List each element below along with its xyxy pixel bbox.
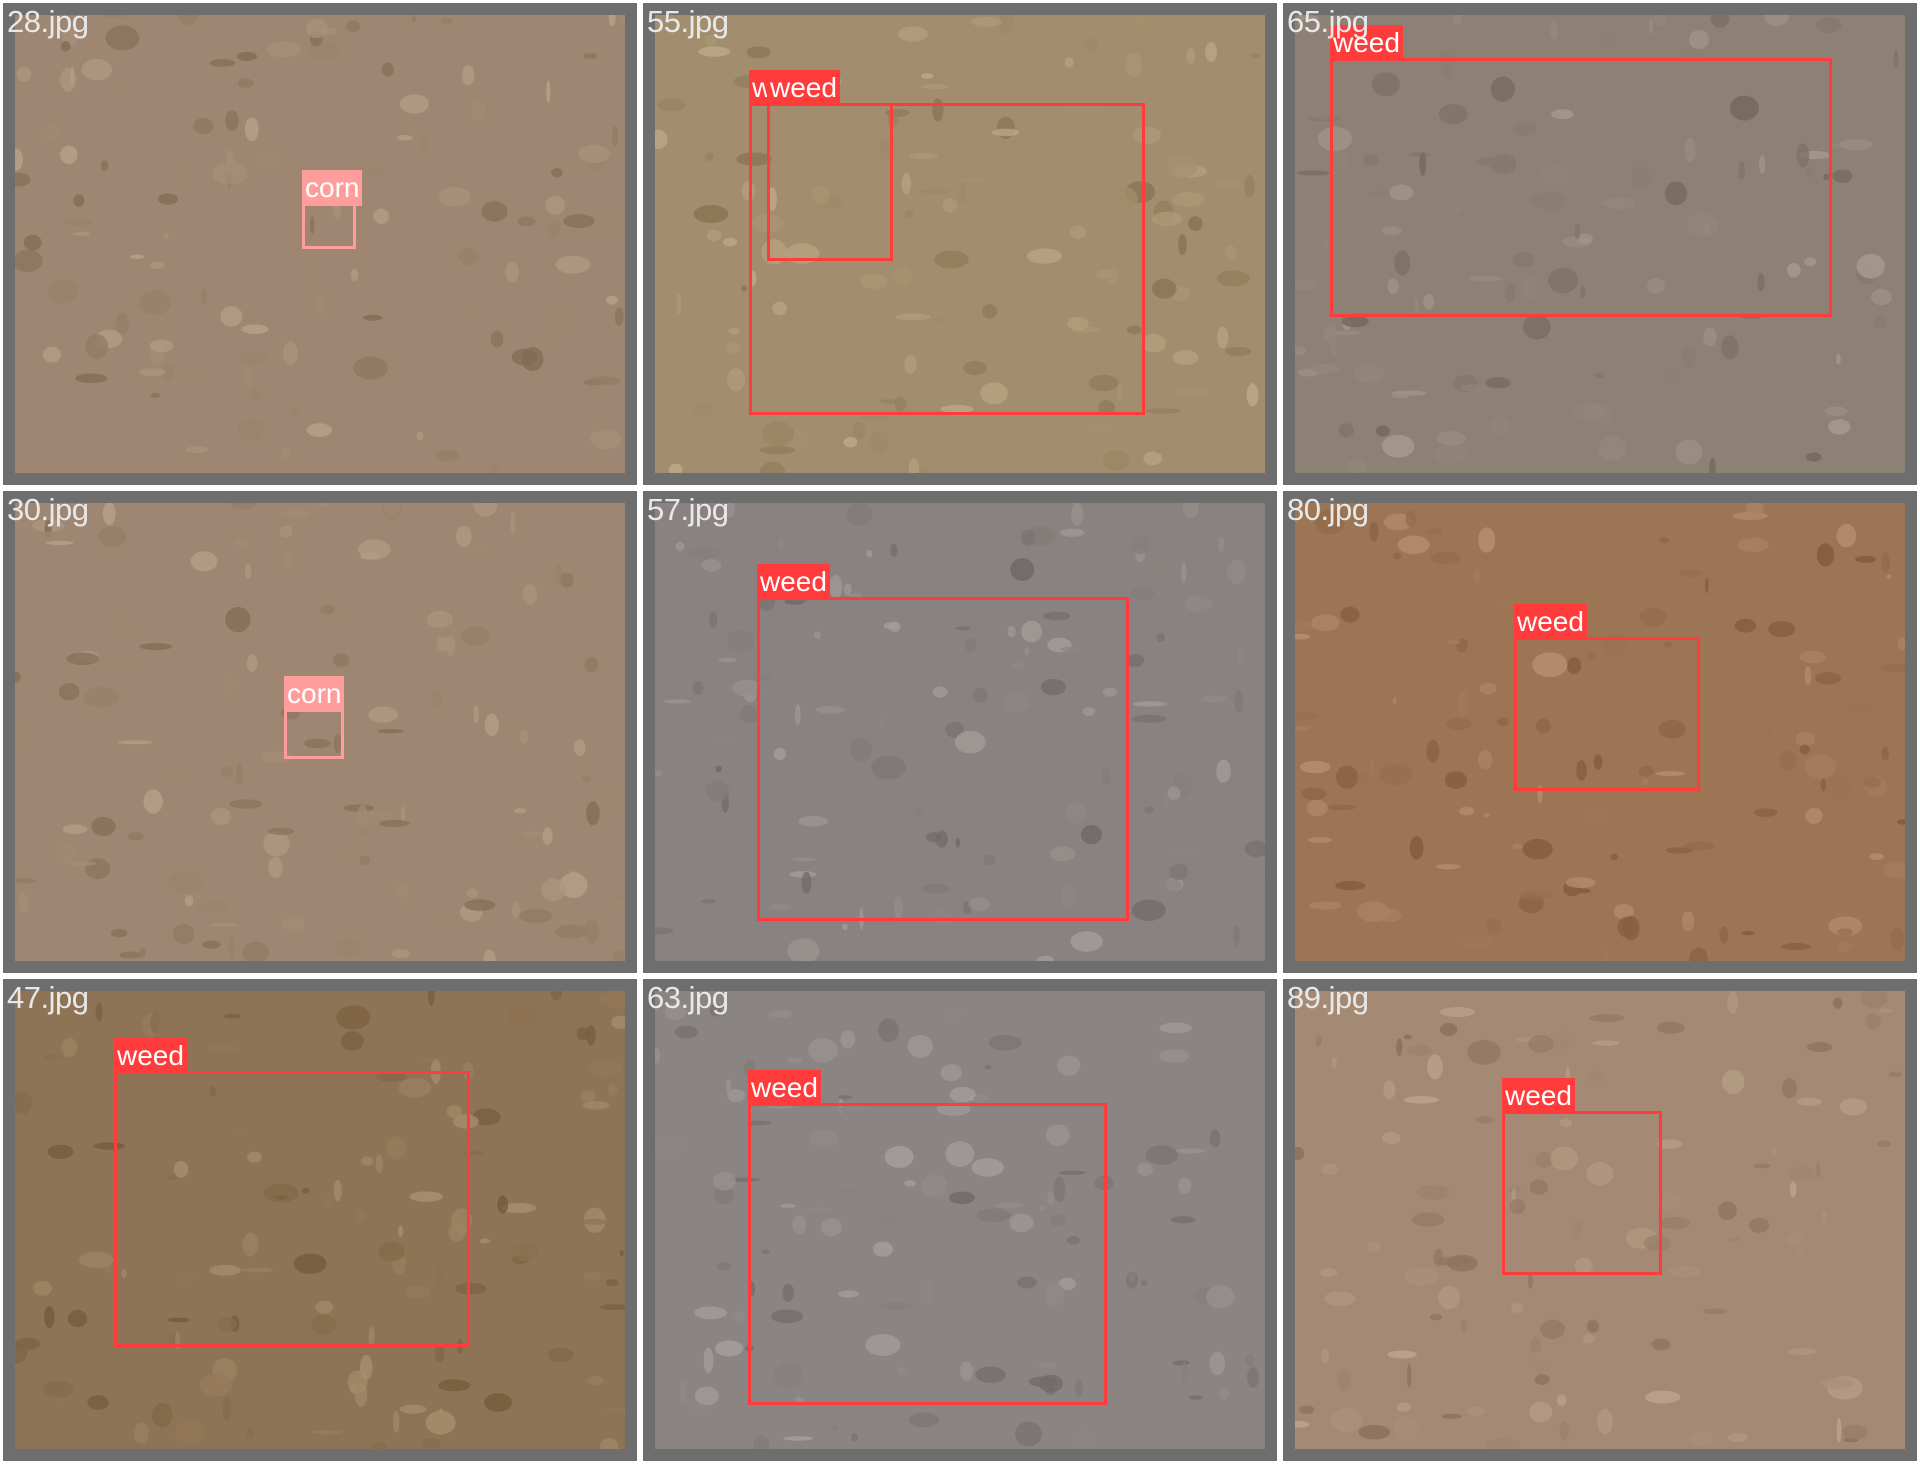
image-filename: 57.jpg bbox=[647, 492, 729, 527]
image-filename: 65.jpg bbox=[1287, 4, 1369, 39]
image-filename: 80.jpg bbox=[1287, 492, 1369, 527]
image-filename: 30.jpg bbox=[7, 492, 89, 527]
detection-box[interactable]: corn bbox=[302, 170, 363, 249]
detection-label: corn bbox=[302, 170, 363, 206]
field-photo bbox=[655, 15, 1265, 473]
image-tile[interactable]: 30.jpg corn bbox=[0, 488, 640, 976]
detection-label: weed bbox=[748, 1070, 821, 1106]
image-tile[interactable]: 63.jpg weed bbox=[640, 976, 1280, 1464]
detection-label: weed bbox=[757, 564, 830, 600]
image-filename: 47.jpg bbox=[7, 980, 89, 1015]
detection-box[interactable]: weed bbox=[1330, 25, 1832, 317]
image-tile[interactable]: 55.jpg weed weed bbox=[640, 0, 1280, 488]
detection-box[interactable]: corn bbox=[284, 676, 345, 759]
image-filename: 89.jpg bbox=[1287, 980, 1369, 1015]
field-photo bbox=[15, 15, 625, 473]
image-tile[interactable]: 89.jpg weed bbox=[1280, 976, 1920, 1464]
field-photo bbox=[655, 991, 1265, 1449]
image-tile[interactable]: 80.jpg weed bbox=[1280, 488, 1920, 976]
detection-label: weed bbox=[1502, 1078, 1575, 1114]
image-tile[interactable]: 28.jpg corn bbox=[0, 0, 640, 488]
detection-label: weed bbox=[767, 70, 840, 106]
image-filename: 28.jpg bbox=[7, 4, 89, 39]
field-photo bbox=[655, 503, 1265, 961]
field-photo bbox=[15, 503, 625, 961]
detection-box[interactable]: weed bbox=[1514, 604, 1700, 791]
field-photo bbox=[1295, 503, 1905, 961]
image-filename: 55.jpg bbox=[647, 4, 729, 39]
image-filename: 63.jpg bbox=[647, 980, 729, 1015]
detection-label: weed bbox=[1330, 25, 1403, 61]
detection-box[interactable]: weed bbox=[767, 70, 893, 261]
detection-box[interactable]: weed bbox=[1502, 1078, 1662, 1275]
detection-label: corn bbox=[284, 676, 345, 712]
detection-box[interactable]: weed bbox=[757, 564, 1129, 921]
detection-box[interactable]: weed bbox=[748, 1070, 1107, 1405]
detection-box[interactable]: weed bbox=[114, 1038, 470, 1347]
image-tile[interactable]: 57.jpg weed bbox=[640, 488, 1280, 976]
detection-label: weed bbox=[114, 1038, 187, 1074]
field-photo bbox=[1295, 15, 1905, 473]
field-photo bbox=[1295, 991, 1905, 1449]
image-tile[interactable]: 65.jpg weed bbox=[1280, 0, 1920, 488]
image-tile[interactable]: 47.jpg weed bbox=[0, 976, 640, 1464]
detection-label: weed bbox=[1514, 604, 1587, 640]
